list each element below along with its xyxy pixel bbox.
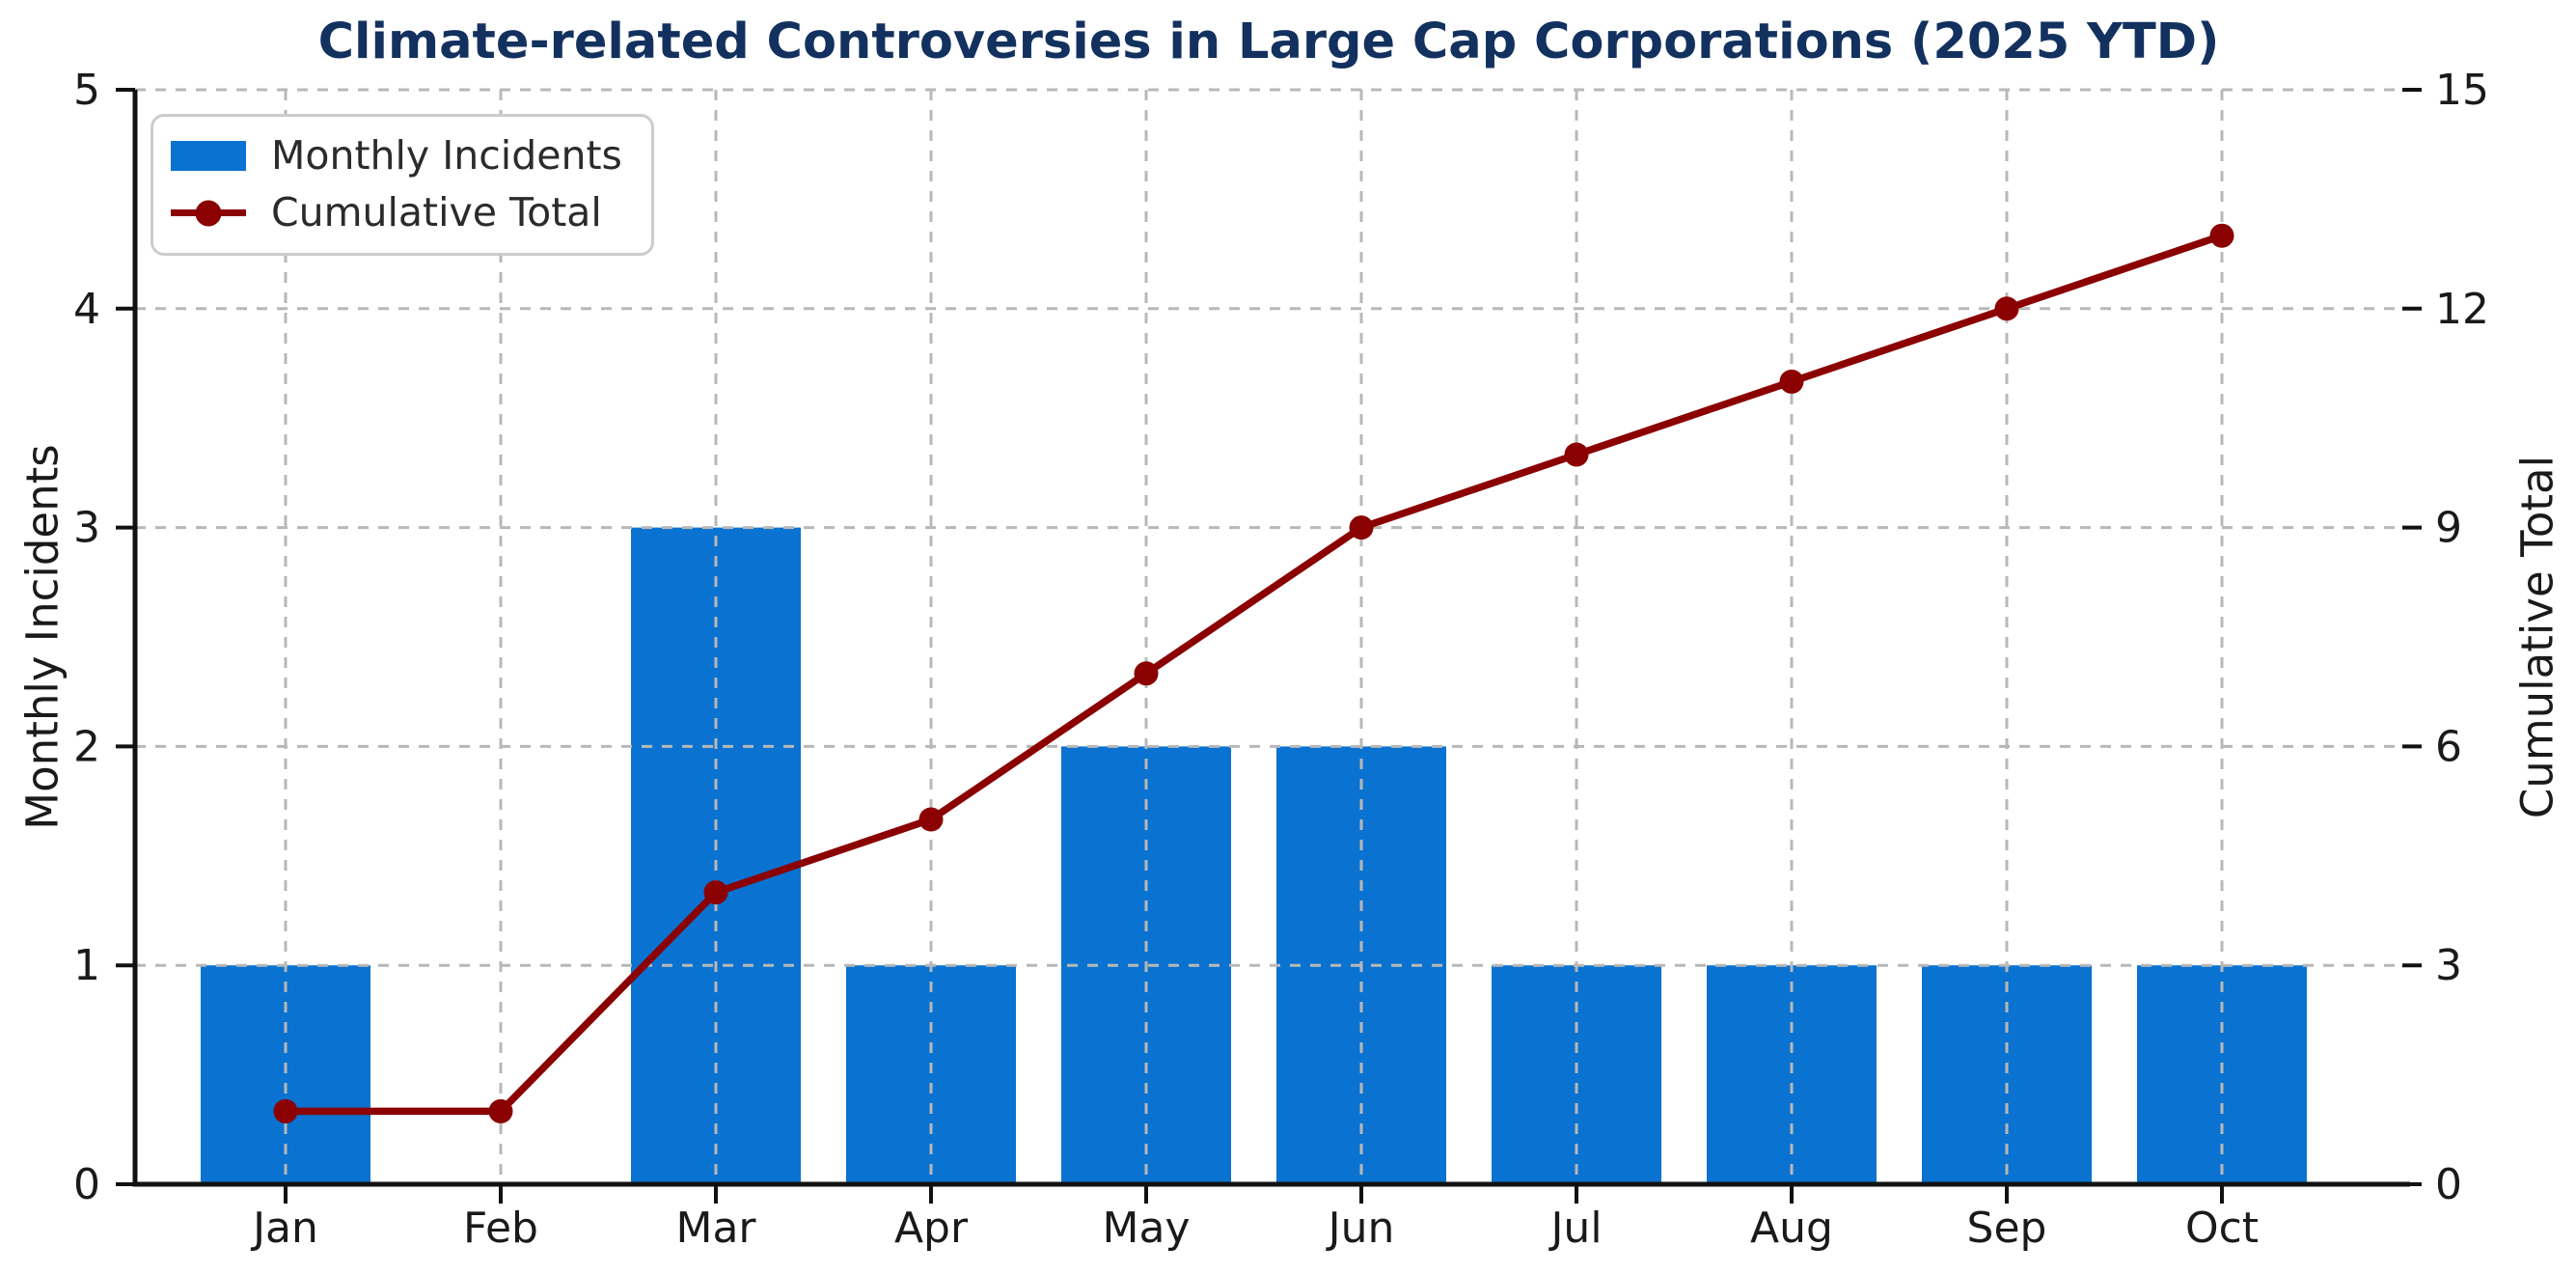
- right-tick-label-15: 15: [2435, 66, 2489, 115]
- legend-label: Monthly Incidents: [271, 132, 622, 179]
- x-tick-label-jan: Jan: [250, 1204, 318, 1253]
- y-axis-label-right: Cumulative Total: [2511, 455, 2563, 819]
- chart-title: Climate-related Controversies in Large C…: [317, 14, 2220, 70]
- x-tick-label-sep: Sep: [1967, 1204, 2047, 1253]
- marker-aug: [1779, 369, 1804, 394]
- right-tick-label-12: 12: [2435, 285, 2489, 334]
- x-tick-label-apr: Apr: [894, 1204, 969, 1253]
- legend-label: Cumulative Total: [271, 189, 602, 236]
- right-tick-label-6: 6: [2435, 722, 2462, 771]
- y-axis-label-left: Monthly Incidents: [16, 444, 69, 830]
- left-tick-label-0: 0: [73, 1160, 100, 1209]
- marker-oct: [2209, 223, 2234, 248]
- marker-feb: [488, 1098, 513, 1123]
- line-marker-icon: [171, 198, 246, 228]
- left-tick-label-1: 1: [73, 941, 100, 990]
- cumulative-line: [286, 232, 2224, 1116]
- marker-jan: [273, 1098, 298, 1123]
- marker-mar: [703, 880, 728, 905]
- x-tick-label-jul: Jul: [1548, 1204, 1602, 1253]
- left-tick-label-2: 2: [73, 722, 100, 771]
- x-tick-label-oct: Oct: [2185, 1204, 2259, 1253]
- legend-item-monthly-incidents: Monthly Incidents: [171, 130, 622, 181]
- marker-jun: [1349, 515, 1374, 540]
- legend: Monthly Incidents Cumulative Total: [151, 114, 654, 256]
- right-tick-label-0: 0: [2435, 1160, 2462, 1209]
- marker-sep: [1994, 296, 2019, 321]
- bar-swatch-icon: [171, 141, 246, 172]
- marker-apr: [918, 807, 944, 832]
- x-tick-label-aug: Aug: [1750, 1204, 1833, 1253]
- marker-jul: [1564, 442, 1589, 467]
- x-tick-label-may: May: [1103, 1204, 1191, 1253]
- x-tick-label-jun: Jun: [1326, 1204, 1395, 1253]
- right-tick-label-9: 9: [2435, 504, 2462, 553]
- x-tick-label-feb: Feb: [463, 1204, 538, 1253]
- right-tick-label-3: 3: [2435, 941, 2462, 990]
- legend-item-cumulative-total: Cumulative Total: [171, 187, 622, 238]
- left-tick-label-5: 5: [73, 66, 100, 115]
- x-tick-label-mar: Mar: [675, 1204, 756, 1253]
- marker-may: [1134, 661, 1159, 686]
- left-tick-label-3: 3: [73, 504, 100, 553]
- left-tick-label-4: 4: [73, 285, 100, 334]
